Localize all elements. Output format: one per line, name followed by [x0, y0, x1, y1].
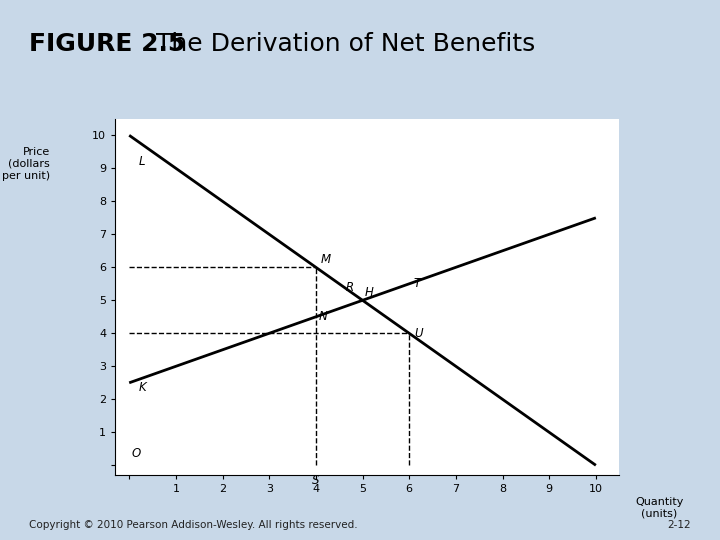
- Text: O: O: [132, 447, 141, 460]
- Text: H: H: [365, 286, 374, 299]
- Y-axis label: Price
(dollars
per unit): Price (dollars per unit): [1, 147, 50, 180]
- Text: Copyright © 2010 Pearson Addison-Wesley. All rights reserved.: Copyright © 2010 Pearson Addison-Wesley.…: [29, 520, 357, 530]
- Text: K: K: [138, 381, 146, 394]
- Text: N: N: [318, 310, 327, 323]
- Text: FIGURE 2.5: FIGURE 2.5: [29, 32, 185, 56]
- Text: S: S: [312, 474, 320, 487]
- Text: U: U: [414, 327, 423, 340]
- Text: M: M: [320, 253, 330, 266]
- Text: L: L: [138, 155, 145, 168]
- X-axis label: Quantity
(units): Quantity (units): [635, 497, 684, 518]
- Text: T: T: [414, 278, 421, 291]
- Text: The Derivation of Net Benefits: The Derivation of Net Benefits: [140, 32, 536, 56]
- Text: 2-12: 2-12: [667, 520, 691, 530]
- Text: R: R: [346, 281, 354, 294]
